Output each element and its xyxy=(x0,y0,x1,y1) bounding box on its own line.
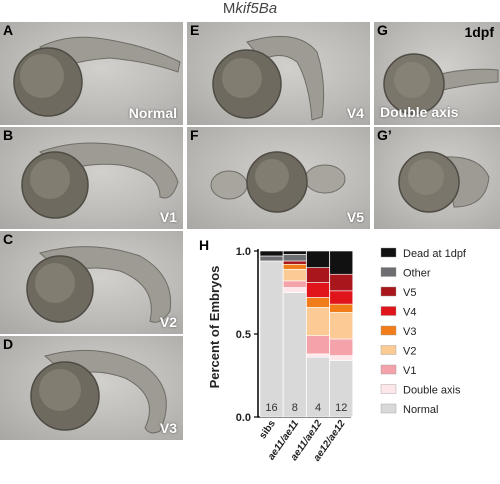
legend-swatch xyxy=(380,286,397,297)
legend-entry: V5 xyxy=(403,287,416,299)
bar-count-label: 4 xyxy=(315,402,321,414)
bar-count-label: 16 xyxy=(265,402,277,414)
bar-segment xyxy=(282,287,307,293)
panel-e-label: E xyxy=(190,22,200,38)
panel-b-label: B xyxy=(3,127,14,143)
panel-d-embryo-image: D V3 xyxy=(0,336,183,440)
panel-g-prime-label: G’ xyxy=(377,127,392,143)
legend-swatch xyxy=(380,364,397,375)
bar-segment xyxy=(306,250,330,268)
panel-g-caption: Double axis xyxy=(380,104,459,120)
panel-e-embryo-image: E V4 xyxy=(187,22,370,125)
bar-segment xyxy=(329,303,354,313)
panel-d-label: D xyxy=(3,336,14,352)
bar-segment xyxy=(282,280,307,288)
bar-segment xyxy=(306,335,330,355)
panel-g-prime-embryo-image: G’ xyxy=(374,127,500,229)
bar-segment xyxy=(259,255,284,262)
bar-segment xyxy=(329,273,354,292)
panel-e-caption: V4 xyxy=(346,105,364,121)
bar-segment xyxy=(306,297,330,308)
panel-d-caption: V3 xyxy=(159,420,177,436)
figure-title: Mkif5Ba xyxy=(222,0,278,17)
panel-c-caption: V2 xyxy=(159,314,177,330)
panel-g-stage-label: 1dpf xyxy=(464,24,494,40)
y-axis-label: Percent of Embryos xyxy=(207,266,222,389)
panel-a-embryo-image: A Normal xyxy=(0,22,183,125)
legend-entry: Normal xyxy=(403,404,438,416)
embryo-double-axis-dorsal-illustration xyxy=(398,151,490,213)
y-tick-label: 0.0 xyxy=(236,412,251,424)
bar-segment xyxy=(306,267,330,283)
legend-swatch xyxy=(380,403,397,414)
bar-segment xyxy=(259,250,284,257)
embryo-normal-illustration xyxy=(13,36,181,117)
panel-c-embryo-image: C V2 xyxy=(0,231,183,334)
bar-count-label: 8 xyxy=(292,402,298,414)
legend-entry: V4 xyxy=(403,307,416,319)
x-category-label: sibs xyxy=(257,418,278,441)
y-tick-label: 0.5 xyxy=(236,329,251,341)
panel-c-label: C xyxy=(3,231,14,247)
bar-segment xyxy=(259,260,284,418)
bar-segment xyxy=(329,312,354,340)
bar-segment xyxy=(282,263,307,270)
bar-segment xyxy=(329,355,354,361)
legend-entry: V1 xyxy=(403,365,416,377)
legend-swatch xyxy=(380,267,397,277)
legend-swatch xyxy=(380,384,397,394)
panel-a-label: A xyxy=(3,22,14,38)
panel-g-label: G xyxy=(377,22,388,38)
legend-entry: Double axis xyxy=(403,385,461,397)
bar-segment xyxy=(282,260,307,265)
embryo-v1-illustration xyxy=(21,142,179,219)
bar-segment xyxy=(282,292,307,418)
panel-g-embryo-image: G 1dpf Double axis xyxy=(374,22,500,125)
bar-segment xyxy=(306,282,330,298)
legend-swatch xyxy=(380,247,397,258)
panel-b-embryo-image: B V1 xyxy=(0,127,183,229)
panel-f-caption: V5 xyxy=(346,209,364,225)
embryo-v3-illustration xyxy=(30,349,167,434)
panel-a-caption: Normal xyxy=(128,105,177,121)
legend-swatch xyxy=(380,345,397,355)
bar-segment xyxy=(306,353,330,358)
embryo-double-axis-illustration xyxy=(383,53,499,115)
legend-entry: Dead at 1dpf xyxy=(403,248,467,260)
embryo-v4-illustration xyxy=(212,35,325,121)
panel-f-label: F xyxy=(190,127,199,143)
bar-segment xyxy=(282,254,307,262)
legend-entry: V2 xyxy=(403,346,416,358)
y-tick-label: 1.0 xyxy=(236,246,251,258)
legend-entry: Other xyxy=(403,268,431,280)
legend-swatch xyxy=(380,306,397,316)
stacked-bar-chart: Percent of Embryos 0.00.51.016sibs8ae11/… xyxy=(207,246,467,463)
panel-f-embryo-image: F V5 xyxy=(187,127,370,229)
embryo-v5-illustration xyxy=(210,151,346,213)
embryo-v2-illustration xyxy=(26,246,172,323)
bar-segment xyxy=(282,268,307,282)
legend-entry: V3 xyxy=(403,326,416,338)
bar-segment xyxy=(306,307,330,336)
bar-count-label: 12 xyxy=(335,402,347,414)
panel-b-caption: V1 xyxy=(159,209,177,225)
bar-segment xyxy=(282,250,307,255)
panel-h-label: H xyxy=(199,237,210,253)
bar-segment xyxy=(329,250,354,275)
legend-swatch xyxy=(380,325,397,336)
bar-segment xyxy=(329,338,354,356)
bar-segment xyxy=(329,290,354,305)
